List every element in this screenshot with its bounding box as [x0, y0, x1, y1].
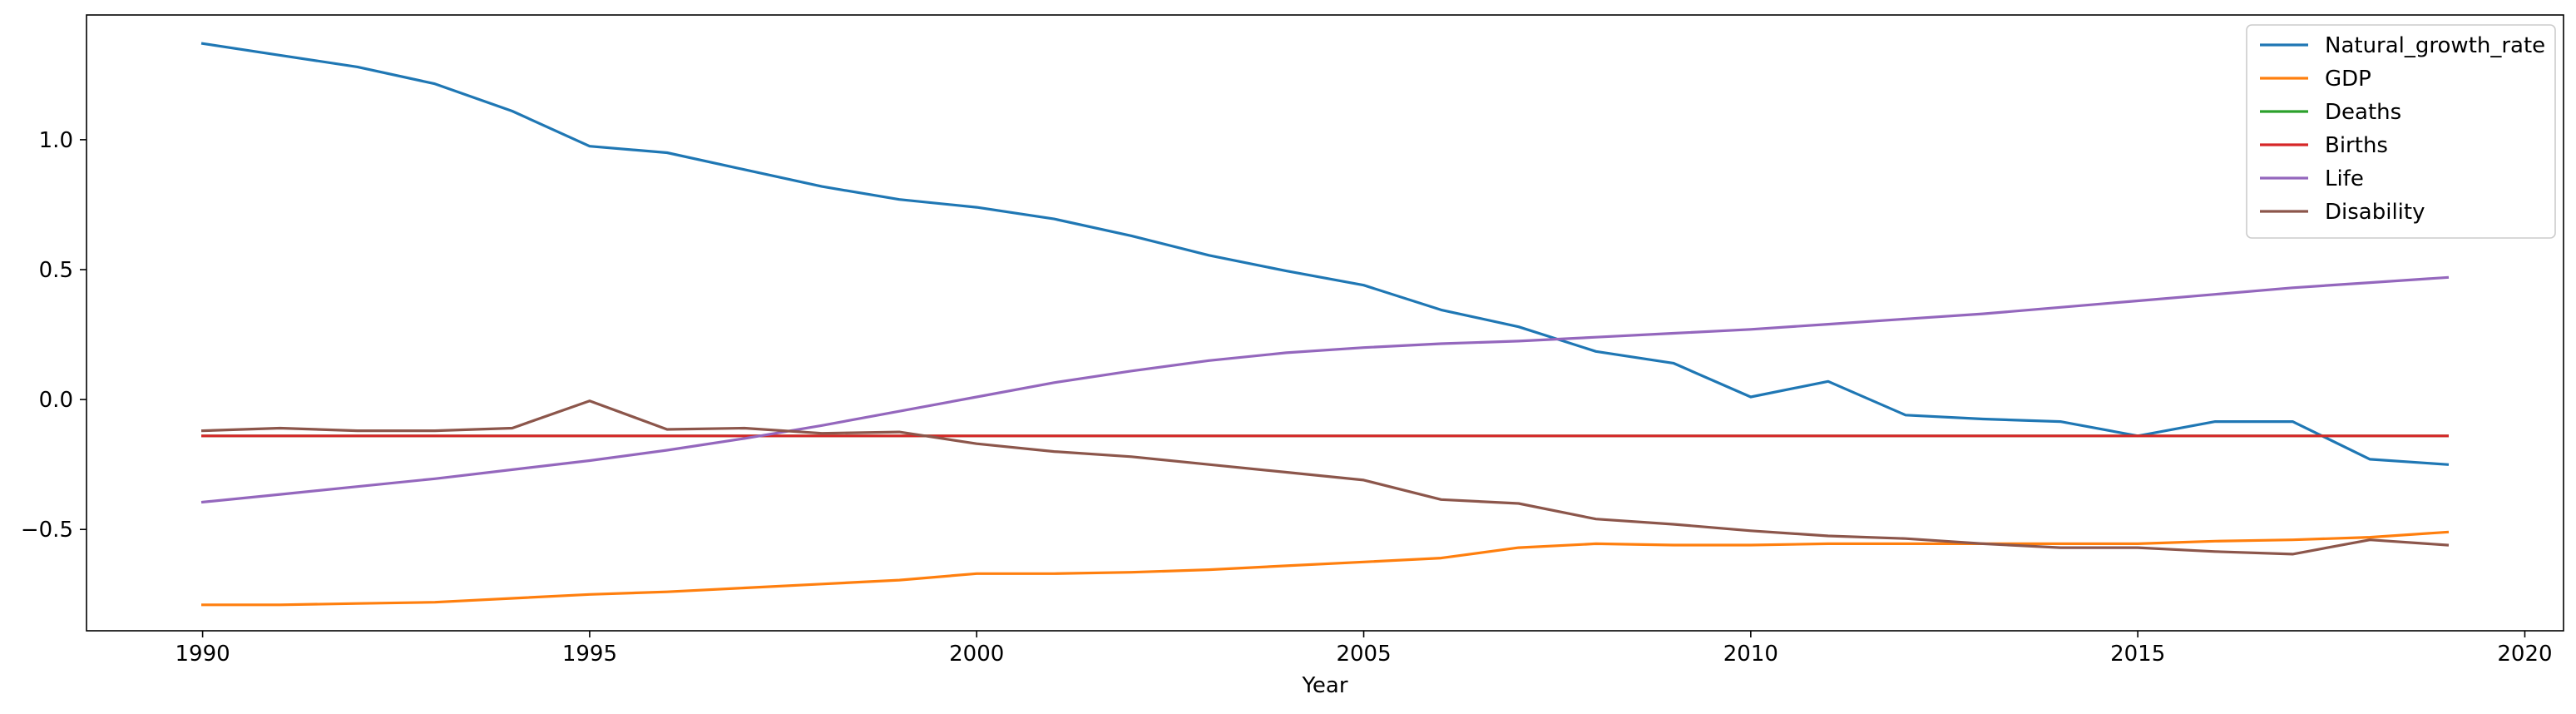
- legend-label: Disability: [2325, 200, 2425, 225]
- legend-label: GDP: [2325, 67, 2371, 92]
- y-tick-label: 0.0: [39, 388, 73, 413]
- x-tick-label: 2005: [1336, 642, 1391, 667]
- legend-label: Life: [2325, 166, 2364, 191]
- series-layer: [200, 42, 2450, 607]
- series-line-life: [200, 275, 2450, 504]
- series-line-gdp: [201, 530, 2450, 607]
- y-tick-label: 0.5: [39, 258, 73, 283]
- legend-box: [2246, 24, 2556, 239]
- legend-label: Natural_growth_rate: [2325, 33, 2545, 58]
- y-tick-label: −0.5: [21, 518, 73, 543]
- x-tick-label: 1990: [176, 642, 230, 667]
- x-tick-label: 2000: [949, 642, 1004, 667]
- x-axis-title: Year: [1301, 673, 1347, 698]
- y-tick-label: 1.0: [39, 128, 73, 153]
- x-tick-label: 2010: [1723, 642, 1778, 667]
- series-line-disability: [200, 399, 2450, 556]
- legend: Natural_growth_rate GDP Deaths Births Life Di…: [2246, 24, 2556, 239]
- legend-label: Deaths: [2325, 100, 2401, 125]
- y-axis-ticks: −0.5 0.0 0.5 1.0: [21, 128, 87, 543]
- legend-label: Births: [2325, 133, 2388, 158]
- x-tick-label: 2015: [2110, 642, 2165, 667]
- x-tick-label: 1995: [562, 642, 617, 667]
- series-line-natural-growth-rate: [200, 42, 2450, 466]
- x-axis-ticks: 1990 1995 2000 2005 2010 2015 2020: [176, 631, 2553, 667]
- x-tick-label: 2020: [2497, 642, 2552, 667]
- plot-area-frame: [86, 14, 2564, 632]
